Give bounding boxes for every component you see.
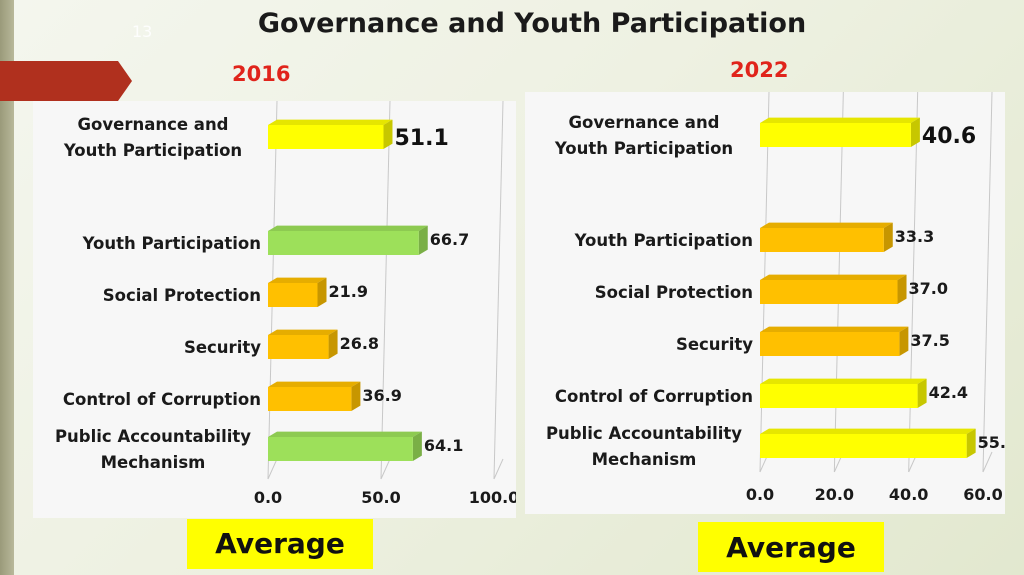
slide-number: 13: [132, 22, 153, 41]
data-label: 55.6: [978, 433, 1005, 452]
data-label: 33.3: [895, 227, 934, 246]
data-label: 51.1: [394, 126, 448, 151]
bar: [268, 431, 422, 461]
data-label: 66.7: [430, 230, 469, 249]
bar: [760, 117, 920, 147]
bar: [760, 326, 909, 356]
gridline: [493, 100, 504, 480]
category-label: Governance and: [78, 115, 229, 134]
x-tick-label: 40.0: [889, 485, 928, 504]
gridline-floor: [493, 458, 504, 480]
category-label: Public Accountability: [546, 424, 742, 443]
chart-panel-2022: 0.0 20.0 40.0 60.0 40.6 Governance and Youth P…: [525, 91, 1017, 514]
data-label: 36.9: [362, 386, 401, 405]
bar: [268, 277, 327, 307]
category-label: Youth Participation: [554, 139, 733, 158]
red-arrow-decoration: [0, 61, 132, 101]
data-label: 42.4: [929, 383, 968, 402]
bar-chart-2016: 0.0 50.0 100.0 51.1 Governance and Youth Part…: [55, 100, 519, 507]
x-tick-label: 0.0: [254, 488, 282, 507]
bar: [268, 119, 393, 149]
data-label: 26.8: [340, 334, 379, 353]
category-label: Security: [184, 338, 261, 357]
year-label-2022: 2022: [730, 58, 789, 82]
bar: [760, 428, 976, 458]
x-tick-label: 100.0: [469, 488, 516, 507]
gridline: [908, 91, 919, 473]
data-label: 37.0: [909, 279, 948, 298]
bar-chart-2022: 0.0 20.0 40.0 60.0 40.6 Governance and Youth P…: [546, 91, 1017, 504]
data-label: 37.5: [910, 331, 949, 350]
category-label: Public Accountability: [55, 427, 251, 446]
year-label-2016: 2016: [232, 62, 291, 86]
category-label: Mechanism: [592, 450, 697, 469]
gridline-floor: [267, 458, 278, 480]
category-label: Control of Corruption: [63, 390, 261, 409]
bar: [760, 222, 893, 252]
left-rail-decoration: [0, 0, 14, 575]
category-label: Youth Participation: [574, 231, 753, 250]
category-label: Mechanism: [101, 453, 206, 472]
gridline: [982, 91, 993, 473]
average-label-2022: Average: [698, 522, 884, 572]
bar: [268, 329, 338, 359]
category-label: Youth Participation: [63, 141, 242, 160]
category-label: Social Protection: [595, 283, 753, 302]
category-label: Governance and: [569, 113, 720, 132]
gridline-floor: [982, 451, 993, 473]
bar: [760, 274, 907, 304]
category-label: Youth Participation: [82, 234, 261, 253]
gridline: [380, 100, 391, 480]
chart-panel-2016: 0.0 50.0 100.0 51.1 Governance and Youth Part…: [33, 100, 519, 518]
data-label: 40.6: [922, 124, 976, 149]
x-tick-label: 20.0: [815, 485, 854, 504]
category-label: Security: [676, 335, 753, 354]
bar: [268, 225, 428, 255]
page-title: Governance and Youth Participation: [257, 8, 807, 39]
data-label: 21.9: [328, 282, 367, 301]
average-label-2016: Average: [187, 519, 373, 569]
gridline-floor: [380, 458, 391, 480]
category-label: Control of Corruption: [555, 387, 753, 406]
x-tick-label: 0.0: [746, 485, 774, 504]
data-label: 64.1: [424, 436, 463, 455]
bar: [268, 381, 361, 411]
x-tick-label: 50.0: [361, 488, 400, 507]
category-label: Social Protection: [103, 286, 261, 305]
bar: [760, 378, 927, 408]
x-tick-label: 60.0: [963, 485, 1002, 504]
